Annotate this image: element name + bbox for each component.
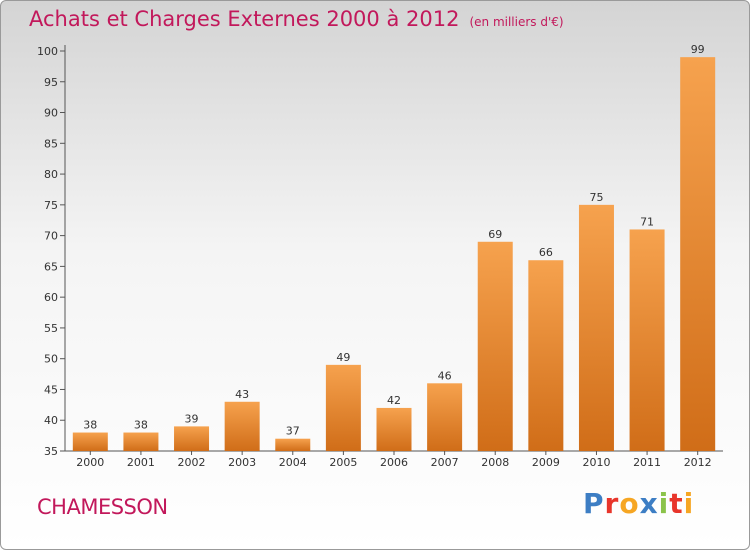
x-tick-label: 2007	[431, 456, 459, 469]
bar	[680, 57, 716, 452]
brand-letter: i	[658, 487, 670, 520]
bar	[174, 426, 210, 451]
brand-logo: Proxiti	[583, 487, 694, 520]
data-label: 99	[691, 43, 705, 56]
x-tick-label: 2012	[684, 456, 712, 469]
y-tick-label: 75	[44, 199, 58, 212]
data-label: 37	[286, 425, 300, 438]
data-label: 38	[83, 419, 97, 432]
x-tick-label: 2002	[178, 456, 206, 469]
data-label: 75	[589, 191, 603, 204]
bar	[325, 364, 361, 451]
bar	[72, 432, 108, 451]
x-tick-label: 2006	[380, 456, 408, 469]
y-tick-label: 95	[44, 76, 58, 89]
brand-letter: P	[583, 487, 605, 520]
x-tick-label: 2011	[633, 456, 661, 469]
bar	[528, 260, 564, 451]
x-tick-label: 2010	[582, 456, 610, 469]
y-tick-label: 50	[44, 353, 58, 366]
brand-letter: i	[683, 487, 695, 520]
y-tick-label: 80	[44, 168, 58, 181]
y-tick-label: 100	[37, 45, 58, 58]
bar	[123, 432, 159, 451]
data-label: 43	[235, 388, 249, 401]
x-tick-label: 2005	[329, 456, 357, 469]
data-label: 71	[640, 215, 654, 228]
chart-unit: (en milliers d'€)	[469, 15, 564, 29]
x-tick-label: 2000	[76, 456, 104, 469]
y-tick-label: 70	[44, 230, 58, 243]
data-label: 49	[336, 351, 350, 364]
x-tick-label: 2009	[532, 456, 560, 469]
brand-letter: o	[619, 487, 640, 520]
data-label: 39	[185, 412, 199, 425]
y-tick-label: 45	[44, 383, 58, 396]
data-label: 38	[134, 419, 148, 432]
y-tick-label: 35	[44, 445, 58, 458]
brand-letter: t	[669, 487, 684, 520]
x-tick-label: 2003	[228, 456, 256, 469]
y-tick-label: 90	[44, 107, 58, 120]
bar	[578, 204, 614, 451]
data-label: 69	[488, 228, 502, 241]
bar	[477, 241, 513, 451]
y-tick-label: 60	[44, 291, 58, 304]
bar	[376, 407, 412, 451]
location-label: CHAMESSON	[37, 495, 168, 519]
bar	[629, 229, 665, 451]
y-tick-label: 85	[44, 137, 58, 150]
bar	[224, 401, 260, 451]
y-tick-label: 40	[44, 414, 58, 427]
chart-title-text: Achats et Charges Externes 2000 à 2012	[29, 7, 460, 31]
data-label: 46	[438, 369, 452, 382]
x-tick-label: 2008	[481, 456, 509, 469]
data-label: 42	[387, 394, 401, 407]
y-tick-label: 55	[44, 322, 58, 335]
brand-letter: r	[604, 487, 620, 520]
x-tick-label: 2004	[279, 456, 307, 469]
y-tick-label: 65	[44, 260, 58, 273]
bar	[427, 383, 463, 451]
bar	[275, 438, 311, 451]
brand-letter: x	[639, 487, 659, 520]
x-tick-label: 2001	[127, 456, 155, 469]
chart-title: Achats et Charges Externes 2000 à 2012 (e…	[29, 7, 564, 31]
data-label: 66	[539, 246, 553, 259]
